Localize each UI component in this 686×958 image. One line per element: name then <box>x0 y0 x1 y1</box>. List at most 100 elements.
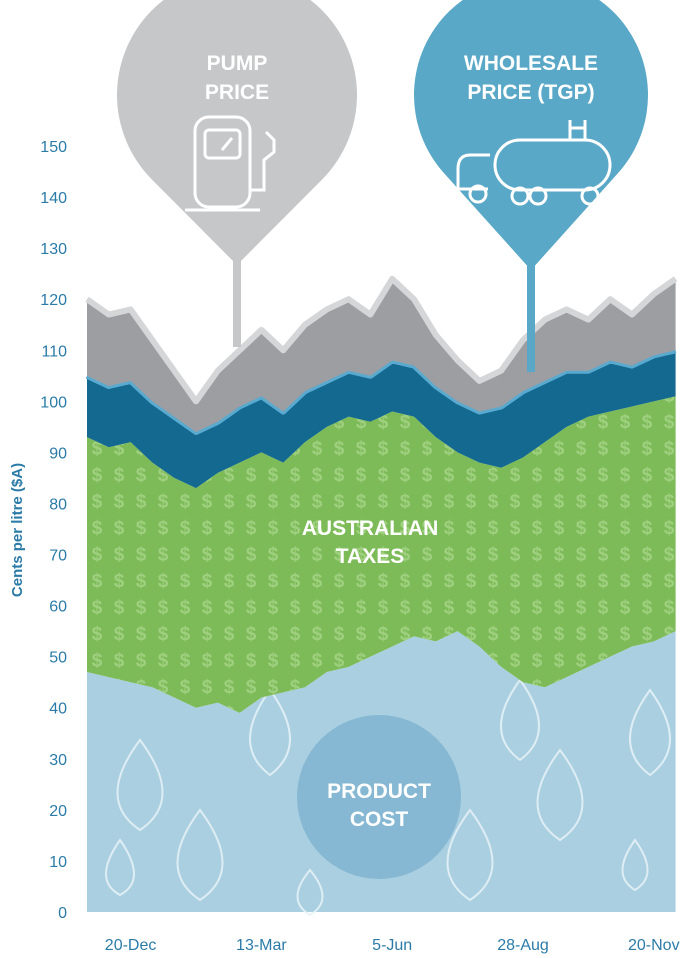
dollar-symbol: $ <box>378 465 389 486</box>
dollar-symbol: $ <box>180 491 191 512</box>
dollar-symbol: $ <box>620 571 631 592</box>
dollar-symbol: $ <box>444 571 455 592</box>
dollar-symbol: $ <box>180 677 191 698</box>
dollar-symbol: $ <box>114 624 125 645</box>
dollar-symbol: $ <box>334 571 345 592</box>
dollar-symbol: $ <box>642 624 653 645</box>
dollar-symbol: $ <box>444 518 455 539</box>
dollar-symbol: $ <box>158 491 169 512</box>
product-label: COST <box>350 808 409 831</box>
dollar-symbol: $ <box>554 438 565 459</box>
dollar-symbol: $ <box>246 571 257 592</box>
pump-label: PRICE <box>205 81 269 104</box>
dollar-symbol: $ <box>620 438 631 459</box>
dollar-symbol: $ <box>290 571 301 592</box>
dollar-symbol: $ <box>312 597 323 618</box>
y-tick-label: 130 <box>40 241 67 258</box>
dollar-symbol: $ <box>554 650 565 671</box>
dollar-symbol: $ <box>180 571 191 592</box>
dollar-symbol: $ <box>554 571 565 592</box>
dollar-symbol: $ <box>92 597 103 618</box>
dollar-symbol: $ <box>664 412 675 433</box>
dollar-symbol: $ <box>312 491 323 512</box>
product-label: PRODUCT <box>327 780 431 803</box>
dollar-symbol: $ <box>576 597 587 618</box>
wholesale-balloon <box>414 0 648 270</box>
dollar-symbol: $ <box>114 544 125 565</box>
y-tick-label: 60 <box>49 599 67 616</box>
dollar-symbol: $ <box>356 438 367 459</box>
dollar-symbol: $ <box>268 518 279 539</box>
dollar-symbol: $ <box>532 491 543 512</box>
dollar-symbol: $ <box>378 438 389 459</box>
dollar-symbol: $ <box>202 624 213 645</box>
y-tick-label: 50 <box>49 650 67 667</box>
dollar-symbol: $ <box>664 571 675 592</box>
dollar-symbol: $ <box>356 597 367 618</box>
dollar-symbol: $ <box>466 597 477 618</box>
dollar-symbol: $ <box>400 491 411 512</box>
dollar-symbol: $ <box>268 650 279 671</box>
dollar-symbol: $ <box>466 465 477 486</box>
dollar-symbol: $ <box>224 571 235 592</box>
dollar-symbol: $ <box>92 624 103 645</box>
dollar-symbol: $ <box>422 438 433 459</box>
wholesale-label: PRICE (TGP) <box>467 81 594 104</box>
dollar-symbol: $ <box>642 465 653 486</box>
dollar-symbol: $ <box>246 677 257 698</box>
dollar-symbol: $ <box>664 597 675 618</box>
dollar-symbol: $ <box>620 412 631 433</box>
dollar-symbol: $ <box>576 438 587 459</box>
dollar-symbol: $ <box>400 597 411 618</box>
dollar-symbol: $ <box>510 597 521 618</box>
y-tick-label: 100 <box>40 394 67 411</box>
dollar-symbol: $ <box>488 544 499 565</box>
dollar-symbol: $ <box>620 491 631 512</box>
dollar-symbol: $ <box>576 491 587 512</box>
dollar-symbol: $ <box>664 465 675 486</box>
dollar-symbol: $ <box>224 518 235 539</box>
y-tick-label: 90 <box>49 445 67 462</box>
x-tick-label: 20-Nov <box>628 937 680 954</box>
dollar-symbol: $ <box>114 465 125 486</box>
dollar-symbol: $ <box>422 571 433 592</box>
dollar-symbol: $ <box>312 465 323 486</box>
chart: $ $ $ $ $ $ $ $ $ $ $ $ $ $ $ $ $ $ $ $ $ $ $ $ $ $ $ $ $ $ $ $ $ $ $ $ $ $ $ $… <box>0 0 686 958</box>
pump-label: PUMP <box>207 52 268 75</box>
dollar-symbol: $ <box>554 624 565 645</box>
dollar-symbol: $ <box>444 544 455 565</box>
dollar-symbol: $ <box>158 544 169 565</box>
y-tick-label: 110 <box>41 343 67 360</box>
dollar-symbol: $ <box>532 518 543 539</box>
dollar-symbol: $ <box>246 465 257 486</box>
dollar-symbol: $ <box>444 465 455 486</box>
dollar-symbol: $ <box>532 544 543 565</box>
dollar-symbol: $ <box>202 677 213 698</box>
dollar-symbol: $ <box>488 518 499 539</box>
dollar-symbol: $ <box>642 491 653 512</box>
wholesale-label: WHOLESALE <box>464 52 598 75</box>
dollar-symbol: $ <box>532 571 543 592</box>
dollar-symbol: $ <box>510 465 521 486</box>
dollar-symbol: $ <box>444 597 455 618</box>
dollar-symbol: $ <box>488 491 499 512</box>
dollar-symbol: $ <box>620 465 631 486</box>
dollar-symbol: $ <box>158 597 169 618</box>
dollar-symbol: $ <box>400 438 411 459</box>
dollar-symbol: $ <box>488 597 499 618</box>
dollar-symbol: $ <box>488 465 499 486</box>
dollar-symbol: $ <box>598 438 609 459</box>
y-tick-label: 120 <box>40 292 67 309</box>
dollar-symbol: $ <box>576 650 587 671</box>
dollar-symbol: $ <box>334 491 345 512</box>
dollar-symbol: $ <box>136 518 147 539</box>
dollar-symbol: $ <box>268 491 279 512</box>
y-tick-label: 70 <box>49 548 67 565</box>
dollar-symbol: $ <box>136 571 147 592</box>
dollar-symbol: $ <box>290 544 301 565</box>
dollar-symbol: $ <box>664 518 675 539</box>
dollar-symbol: $ <box>620 624 631 645</box>
dollar-symbol: $ <box>554 518 565 539</box>
dollar-symbol: $ <box>114 650 125 671</box>
taxes-label: TAXES <box>336 545 404 568</box>
